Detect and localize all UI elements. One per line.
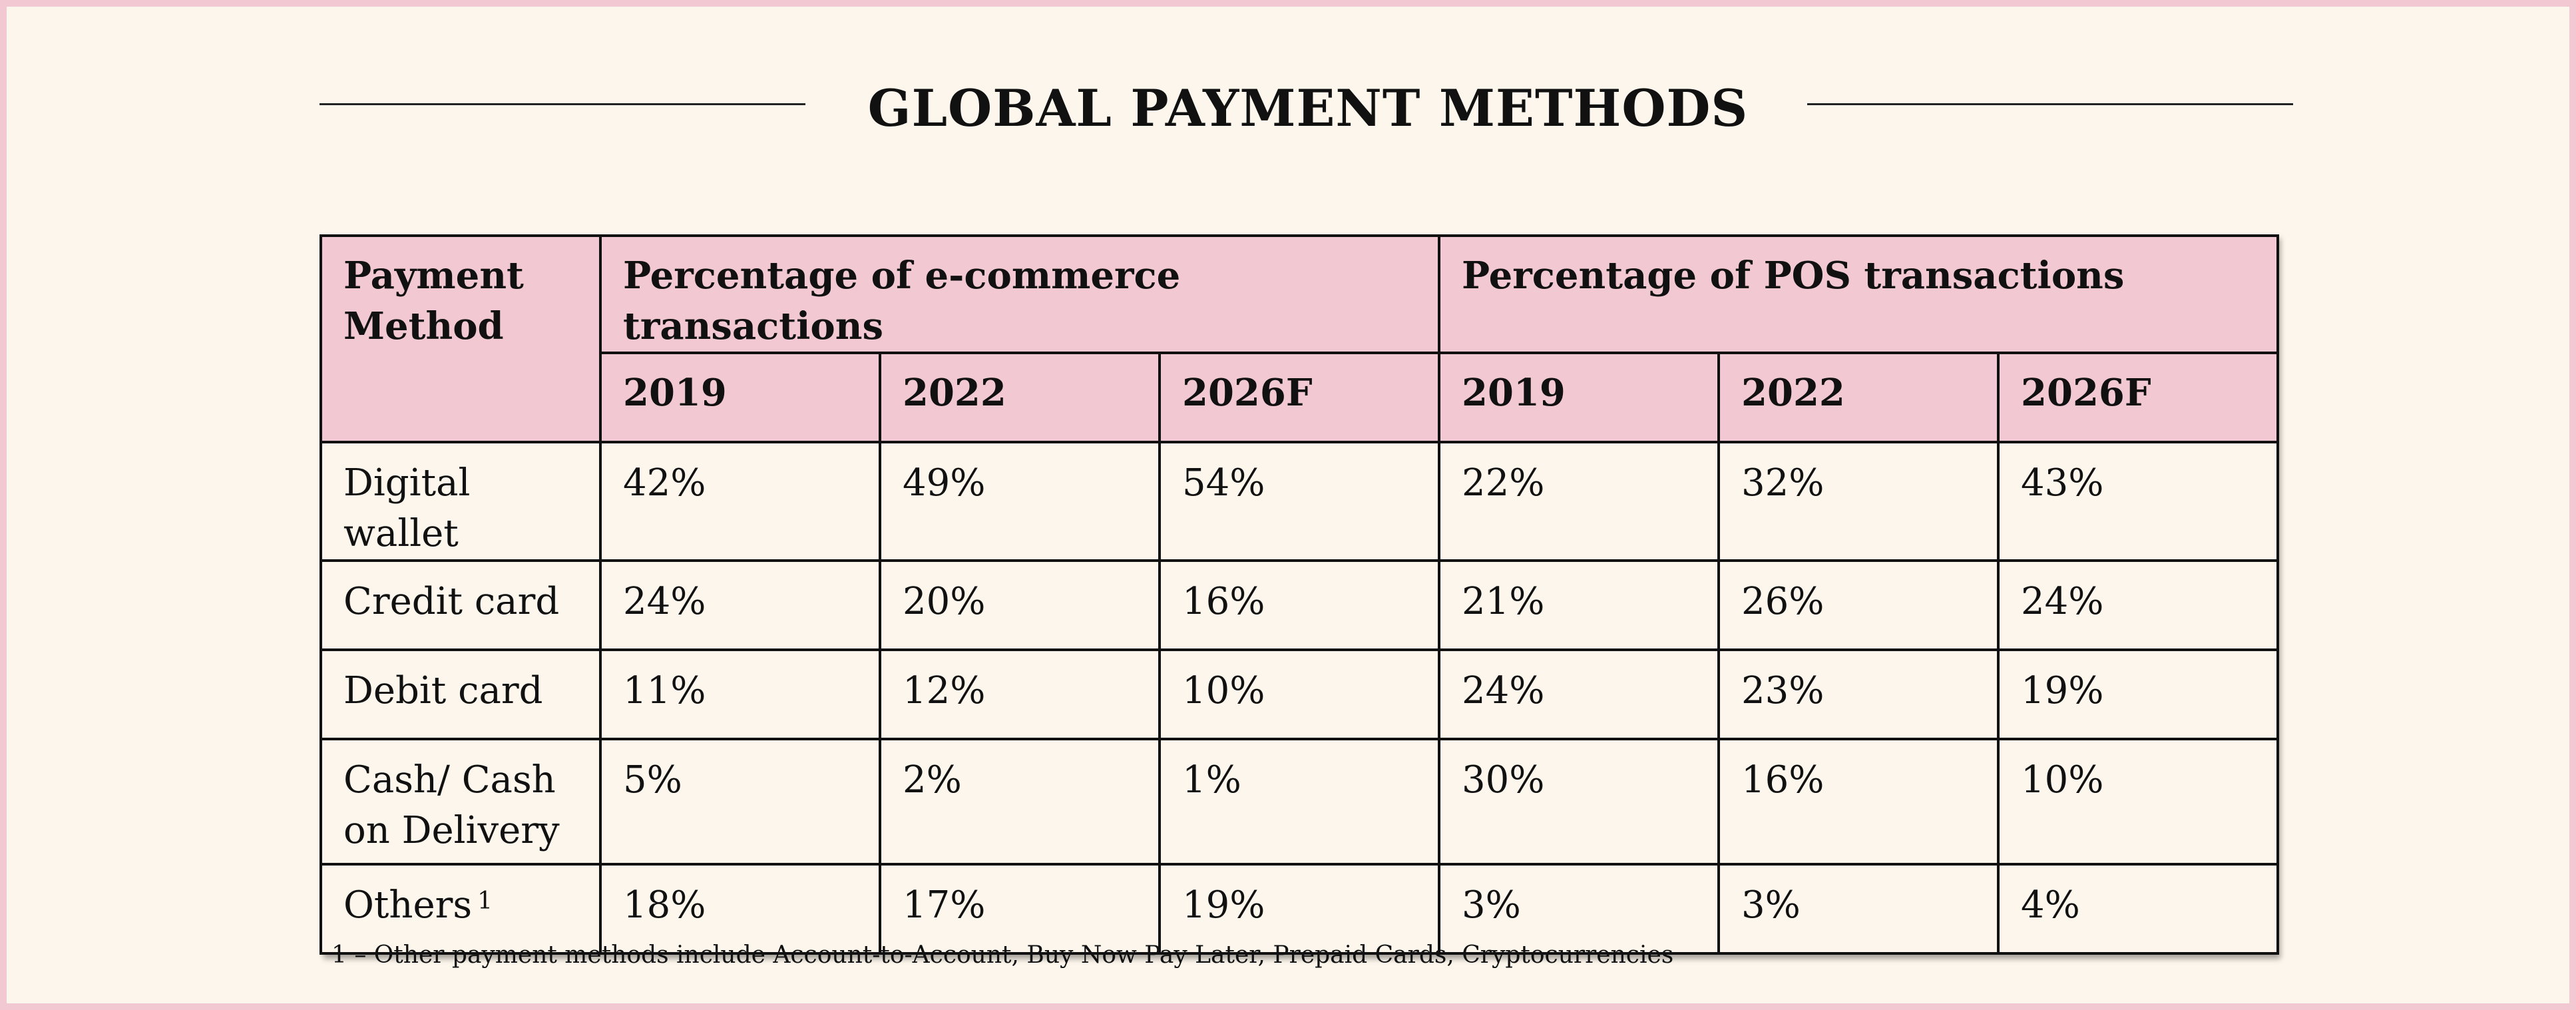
title-rule-left xyxy=(320,103,805,105)
value-cell: 43% xyxy=(1997,441,2280,562)
page-title: GLOBAL PAYMENT METHODS xyxy=(867,79,1749,138)
value-cell: 49% xyxy=(879,441,1161,562)
value-cell: 3% xyxy=(1438,863,1721,955)
row-header-payment-method: Payment Method xyxy=(320,234,602,443)
value-cell: 26% xyxy=(1717,559,2000,651)
value-cell: 16% xyxy=(1158,559,1441,651)
value-cell: 24% xyxy=(1997,559,2280,651)
page: GLOBAL PAYMENT METHODS Payment Method Pe… xyxy=(7,7,2569,1003)
method-label: Credit card xyxy=(343,580,560,623)
value-cell: 16% xyxy=(1717,738,2000,866)
value-cell: 54% xyxy=(1158,441,1441,562)
group-header-pos: Percentage of POS transactions xyxy=(1438,234,2280,354)
year-header: 2019 xyxy=(1438,352,1721,443)
value-cell: 10% xyxy=(1997,738,2280,866)
table-row: Digital wallet 42% 49% 54% 22% 32% 43% xyxy=(320,441,2280,562)
method-cell: Debit card xyxy=(320,648,602,740)
value-cell: 19% xyxy=(1158,863,1441,955)
value-cell: 4% xyxy=(1997,863,2280,955)
year-header: 2019 xyxy=(599,352,881,443)
value-cell: 21% xyxy=(1438,559,1721,651)
method-cell: Cash/ Cash on Delivery xyxy=(320,738,602,866)
method-label: Debit card xyxy=(343,669,543,712)
table-row: Credit card 24% 20% 16% 21% 26% 24% xyxy=(320,559,2280,651)
value-cell: 5% xyxy=(599,738,881,866)
value-cell: 32% xyxy=(1717,441,2000,562)
value-cell: 30% xyxy=(1438,738,1721,866)
value-cell: 2% xyxy=(879,738,1161,866)
footnote-marker: 1 xyxy=(477,887,493,915)
year-header: 2026F xyxy=(1158,352,1441,443)
table-row: Others 1 18% 17% 19% 3% 3% 4% xyxy=(320,863,2280,955)
value-cell: 3% xyxy=(1717,863,2000,955)
value-cell: 42% xyxy=(599,441,881,562)
table-row: Debit card 11% 12% 10% 24% 23% 19% xyxy=(320,648,2280,740)
value-cell: 24% xyxy=(599,559,881,651)
title-rule-right xyxy=(1807,103,2293,105)
value-cell: 17% xyxy=(879,863,1161,955)
value-cell: 23% xyxy=(1717,648,2000,740)
footnote-text: 1 – Other payment methods include Accoun… xyxy=(331,941,1674,969)
value-cell: 11% xyxy=(599,648,881,740)
value-cell: 10% xyxy=(1158,648,1441,740)
method-cell: Credit card xyxy=(320,559,602,651)
table-row: Cash/ Cash on Delivery 5% 2% 1% 30% 16% … xyxy=(320,738,2280,866)
method-label: Others xyxy=(343,884,473,927)
value-cell: 18% xyxy=(599,863,881,955)
value-cell: 12% xyxy=(879,648,1161,740)
year-header: 2026F xyxy=(1997,352,2280,443)
year-header: 2022 xyxy=(879,352,1161,443)
value-cell: 24% xyxy=(1438,648,1721,740)
value-cell: 19% xyxy=(1997,648,2280,740)
method-label: Digital wallet xyxy=(343,461,471,555)
payment-methods-table: Payment Method Percentage of e-commerce … xyxy=(320,234,2280,955)
method-cell: Others 1 xyxy=(320,863,602,955)
method-label: Cash/ Cash on Delivery xyxy=(343,758,560,852)
year-header: 2022 xyxy=(1717,352,2000,443)
group-header-ecommerce: Percentage of e-commerce transactions xyxy=(598,234,1441,354)
value-cell: 20% xyxy=(879,559,1161,651)
value-cell: 22% xyxy=(1438,441,1721,562)
value-cell: 1% xyxy=(1158,738,1441,866)
method-cell: Digital wallet xyxy=(320,441,602,562)
